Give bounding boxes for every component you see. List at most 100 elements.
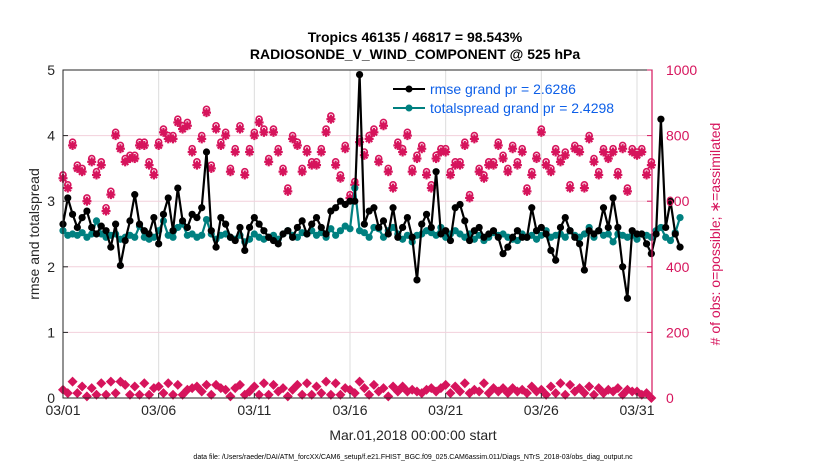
totalspread-point (169, 233, 177, 241)
obs-count-point (258, 378, 269, 389)
x-tick-label: 03/16 (332, 402, 367, 418)
obs-assimilated-point (245, 147, 255, 157)
rmse-point (169, 227, 177, 235)
obs-count-point (62, 388, 73, 399)
rmse-point (662, 223, 670, 232)
rmse-point (107, 243, 115, 251)
rmse-point (64, 194, 72, 202)
obs-count-point (163, 378, 174, 389)
obs-count-point (321, 376, 332, 387)
obs-count-point (560, 389, 571, 400)
obs-assimilated-point (278, 167, 288, 177)
rmse-point (231, 236, 239, 245)
obs-assimilated-point (225, 167, 235, 177)
obs-assimilated-point (187, 147, 197, 157)
obs-count-point (335, 389, 346, 400)
obs-assimilated-point (321, 127, 331, 137)
rmse-point (561, 214, 569, 222)
obs-assimilated-point (158, 127, 168, 137)
rmse-point (547, 246, 555, 254)
obs-count-point (521, 388, 532, 399)
obs-assimilated-point (546, 167, 556, 177)
y2-tick-label: 1000 (666, 62, 697, 78)
totalspread-point (332, 231, 340, 239)
rmse-point (671, 230, 679, 238)
obs-assimilated-point (144, 160, 154, 170)
y2-axis-label: # of obs: o=possible; ∗=assimilated (707, 123, 723, 346)
obs-count-point (220, 384, 231, 395)
obs-assimilated-point (517, 147, 527, 157)
totalspread-point (609, 238, 617, 246)
obs-assimilated-point (259, 127, 269, 137)
obs-assimilated-point (101, 206, 111, 216)
rmse-point (202, 148, 211, 156)
rmse-point (150, 214, 158, 222)
obs-count-point (196, 386, 207, 397)
obs-count-point (201, 379, 212, 390)
obs-assimilated-point (603, 154, 613, 164)
obs-count-point (588, 389, 599, 400)
rmse-point (183, 223, 191, 232)
obs-count-point (584, 381, 595, 392)
y2-tick-label: 400 (666, 259, 690, 275)
obs-assimilated-point (221, 131, 231, 141)
obs-assimilated-point (565, 183, 575, 193)
obs-assimilated-point (508, 144, 518, 154)
rmse-point (155, 240, 163, 248)
obs-assimilated-point (264, 157, 274, 167)
rmse-point (131, 191, 139, 199)
obs-assimilated-point (560, 150, 570, 160)
obs-assimilated-point (455, 160, 465, 170)
obs-assimilated-point (312, 160, 322, 170)
obs-count-point (263, 389, 274, 400)
obs-count-point (129, 381, 140, 392)
rmse-point (260, 227, 268, 235)
obs-assimilated-point (326, 114, 336, 124)
obs-assimilated-point (402, 131, 412, 141)
rmse-point (145, 230, 153, 238)
obs-assimilated-point (445, 170, 455, 180)
rmse-point (112, 220, 120, 228)
obs-assimilated-point (551, 147, 561, 157)
data-file-footer: data file: /Users/raeder/DAI/ATM_forcXX/… (193, 454, 633, 461)
obs-count-point (67, 376, 78, 387)
rmse-point (250, 214, 258, 222)
rmse-point (657, 115, 665, 123)
totalspread-point (604, 230, 612, 238)
obs-assimilated-point (335, 173, 345, 183)
obs-count-point (110, 388, 121, 399)
obs-assimilated-point (182, 121, 192, 131)
rmse-point (245, 223, 254, 232)
obs-count-point (134, 389, 145, 400)
obs-count-point (268, 379, 279, 390)
obs-assimilated-point (527, 170, 537, 180)
obs-assimilated-point (479, 173, 489, 183)
rmse-point (465, 236, 474, 245)
rmse-point (676, 243, 684, 251)
obs-count-point (545, 381, 556, 392)
obs-assimilated-point (273, 147, 283, 157)
totalspread-point (198, 231, 206, 239)
rmse-point (312, 214, 321, 222)
obs-count-point (550, 388, 561, 399)
obs-count-point (440, 379, 451, 390)
obs-assimilated-point (197, 134, 207, 144)
rmse-point (556, 223, 565, 232)
chart-marks (58, 70, 684, 403)
rmse-point (642, 240, 651, 248)
obs-assimilated-point (465, 193, 475, 203)
obs-assimilated-point (173, 117, 183, 127)
obs-assimilated-point (115, 144, 125, 154)
obs-assimilated-point (579, 183, 589, 193)
rmse-point (236, 223, 244, 232)
obs-assimilated-point (139, 140, 149, 150)
obs-assimilated-point (302, 147, 312, 157)
obs-assimilated-point (642, 170, 652, 180)
rmse-point (647, 250, 655, 258)
obs-assimilated-point (532, 154, 542, 164)
totalspread-point (131, 233, 139, 241)
obs-assimilated-point (555, 157, 565, 167)
rmse-point (576, 240, 584, 248)
rmse-point (217, 214, 225, 222)
obs-assimilated-point (192, 160, 202, 170)
